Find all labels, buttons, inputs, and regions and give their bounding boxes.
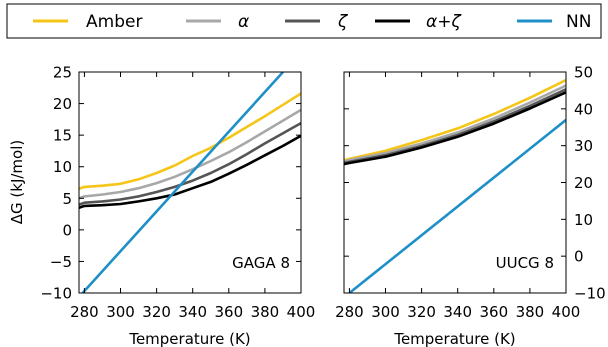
x-tick-label: 280 [335,303,364,321]
x-tick-label: 320 [407,303,436,321]
x-tick-label: 360 [214,303,243,321]
y-tick-label: 0 [574,248,584,266]
series-group-left [79,72,301,293]
x-tick-label: 320 [142,303,171,321]
y-tick-label: 20 [574,174,593,192]
series-line-alpha-zeta-left [79,134,301,210]
y-tick-label: 25 [53,64,72,82]
legend-label-nn: NN [566,12,591,32]
plot-frame-right [343,71,567,294]
y-tick-label: 10 [574,211,593,229]
chart-panel-left: 280 300 320 340 360 380 400 −10 −5 0 5 10 15 20 25 GA… [8,64,315,347]
y-tick-label: 15 [53,127,72,145]
x-ticks-left: 280 300 320 340 360 380 400 [70,72,315,321]
y-tick-label: 10 [53,158,72,176]
legend-label-zeta: ζ [337,12,349,32]
y-tick-label: 40 [574,100,593,118]
series-line-amber-right [344,78,566,162]
y-tick-label: −10 [574,285,606,303]
x-tick-label: 380 [516,303,545,321]
x-tick-label: 400 [287,303,316,321]
y-ticks-right: −10 0 10 20 30 40 50 [344,64,606,303]
x-tick-label: 380 [251,303,280,321]
y-ticks-left: −10 −5 0 5 10 15 20 25 [40,64,301,303]
series-line-nn-right [348,118,566,293]
y-tick-label: −5 [50,253,72,271]
y-tick-label: 20 [53,95,72,113]
legend-label-amber: Amber [86,12,142,32]
series-group-right [344,78,566,293]
x-tick-label: 340 [178,303,207,321]
y-tick-label: −10 [40,285,72,303]
legend-label-alpha: α [238,12,249,32]
x-tick-label: 400 [552,303,581,321]
legend: Amber α ζ α+ζ NN [6,3,602,39]
series-line-zeta-left [79,121,301,206]
x-tick-label: 280 [70,303,99,321]
plot-frame-left [78,71,302,294]
x-tick-label: 340 [443,303,472,321]
legend-label-alpha-zeta: α+ζ [426,12,462,32]
series-line-alpha-zeta-right [344,91,566,166]
y-tick-label: 0 [62,221,72,239]
y-tick-label: 5 [62,190,72,208]
series-line-nn-left [81,72,284,293]
x-axis-label-left: Temperature (K) [128,330,250,347]
series-line-alpha-right [344,84,566,163]
x-ticks-right: 280 300 320 340 360 380 400 [335,72,580,321]
y-axis-label-left: ΔG (kJ/mol) [8,140,26,224]
x-tick-label: 360 [479,303,508,321]
y-tick-label: 30 [574,137,593,155]
series-line-amber-left [79,92,301,191]
x-tick-label: 300 [106,303,135,321]
y-tick-label: 50 [574,64,593,82]
series-line-alpha-left [79,108,301,200]
chart-panel-right: 280 300 320 340 360 380 400 −10 0 10 20 30 40 50 UUC… [335,64,606,347]
x-tick-label: 300 [371,303,400,321]
panel-annotation-left: GAGA 8 [232,254,290,272]
x-axis-label-right: Temperature (K) [393,330,515,347]
panel-annotation-right: UUCG 8 [496,254,554,272]
